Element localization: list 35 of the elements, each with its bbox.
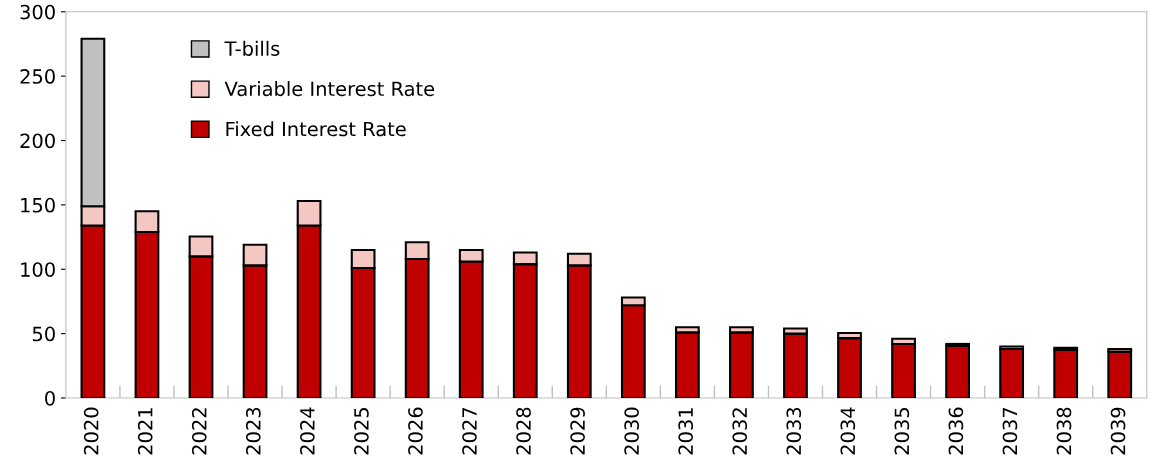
x-tick-label: 2021 — [137, 408, 153, 455]
x-tick-label: 2028 — [516, 407, 531, 455]
y-tick-label: 250 — [20, 69, 55, 84]
bar — [1053, 348, 1079, 398]
x-tick-label: 2026 — [408, 407, 423, 455]
x-tick-label: 2020 — [83, 407, 99, 455]
x-tick-label: 2032 — [732, 408, 748, 455]
y-tick-label: 100 — [21, 262, 55, 277]
x-tick-label: 2037 — [1002, 407, 1018, 455]
x-tick-label: 2029 — [570, 407, 585, 455]
x-tick-label: 2024 — [300, 407, 315, 455]
x-tick-label: 2031 — [678, 408, 694, 455]
bar — [891, 342, 916, 398]
x-tick-label: 2025 — [354, 408, 369, 455]
bar — [945, 344, 970, 398]
legend-label: Fixed Interest Rate — [226, 121, 406, 137]
y-tick-label: 50 — [32, 326, 55, 342]
x-tick-label: 2039 — [1110, 407, 1126, 455]
x-tick-label: 2033 — [786, 407, 802, 455]
bar — [1107, 350, 1133, 398]
y-tick-label: 300 — [20, 4, 55, 20]
legend-label: T-bills — [224, 40, 280, 56]
x-tick-label: 2038 — [1056, 407, 1072, 455]
x-tick-label: 2035 — [894, 408, 910, 455]
x-tick-label: 2023 — [245, 407, 261, 455]
x-tick-label: 2036 — [948, 407, 964, 455]
y-tick-label: 0 — [45, 390, 55, 406]
legend-label: Variable Interest Rate — [224, 81, 435, 97]
x-tick-label: 2030 — [624, 407, 639, 455]
x-tick-label: 2022 — [191, 408, 207, 455]
bar — [999, 348, 1025, 398]
y-tick-label: 150 — [21, 197, 55, 213]
x-tick-label: 2027 — [462, 407, 477, 455]
y-tick-label: 200 — [20, 133, 55, 149]
x-tick-label: 2034 — [840, 407, 856, 455]
